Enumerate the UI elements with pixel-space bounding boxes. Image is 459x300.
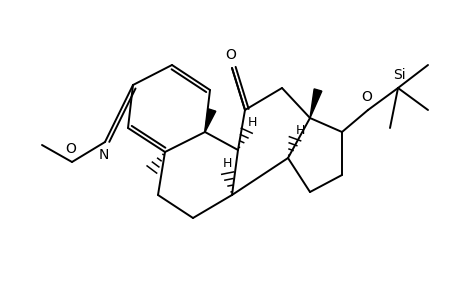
Polygon shape — [205, 109, 215, 132]
Text: O: O — [66, 142, 76, 156]
Text: H: H — [295, 124, 304, 136]
Text: Si: Si — [392, 68, 404, 82]
Text: H: H — [222, 157, 231, 169]
Text: N: N — [99, 148, 109, 162]
Polygon shape — [309, 89, 321, 118]
Text: O: O — [361, 90, 372, 104]
Text: O: O — [225, 48, 236, 62]
Text: H: H — [247, 116, 256, 128]
